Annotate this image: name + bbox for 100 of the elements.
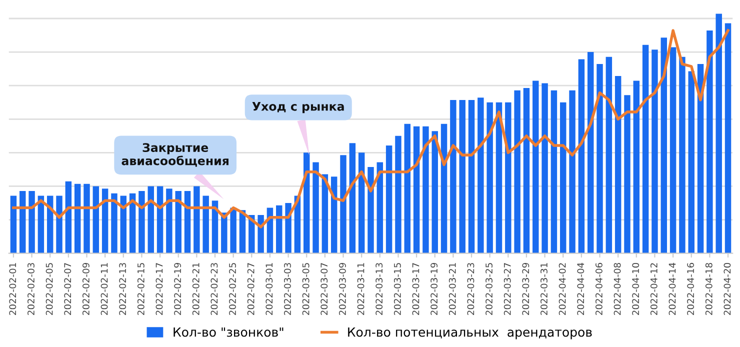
bar	[330, 176, 338, 254]
x-tick-label: 2022-02-05	[46, 263, 53, 315]
bar	[624, 95, 630, 254]
x-tick-label: 2022-04-18	[705, 262, 712, 315]
x-tick-label: 2022-02-27	[247, 263, 254, 315]
legend-label: Кол-во "звонков"	[174, 328, 284, 337]
bar	[395, 136, 402, 254]
x-tick-label: 2022-04-16	[687, 262, 694, 315]
x-tick-label: 2022-03-15	[394, 263, 401, 315]
bar	[606, 56, 612, 254]
x-tick-label: 2022-02-25	[229, 263, 236, 315]
bar	[523, 88, 530, 254]
x-tick-label: 2022-03-25	[486, 263, 492, 315]
x-tick-label: 2022-02-07	[64, 263, 72, 315]
x-tick-label: 2022-04-20	[724, 262, 731, 315]
bar	[138, 191, 145, 254]
bar	[560, 102, 566, 254]
bar	[459, 100, 466, 254]
bar	[670, 47, 676, 254]
bar	[84, 184, 90, 254]
bar	[440, 124, 448, 254]
x-tick-label: 2022-03-27	[504, 263, 511, 315]
x-tick-label: 2022-02-03	[28, 263, 34, 315]
x-tick-label: 2022-02-13	[119, 263, 126, 315]
bar	[450, 100, 456, 254]
x-tick-label: 2022-03-11	[357, 263, 364, 315]
bar	[404, 124, 410, 254]
x-tick-label: 2022-03-07	[320, 263, 328, 315]
bar	[248, 214, 255, 254]
bar	[120, 196, 127, 254]
bar	[230, 208, 236, 254]
x-tick-label: 2022-03-19	[430, 262, 438, 315]
bar	[652, 50, 658, 254]
bar	[468, 100, 475, 254]
bar	[65, 181, 72, 254]
bar	[496, 102, 502, 254]
x-tick-label: 2022-04-02	[558, 263, 566, 315]
bar	[349, 143, 356, 254]
bar	[74, 184, 81, 254]
bar	[376, 162, 384, 254]
bar	[20, 191, 26, 254]
bar	[322, 174, 328, 254]
bar	[358, 152, 365, 254]
bar	[550, 90, 558, 254]
bar	[724, 23, 732, 254]
x-tick-label: 2022-02-09	[82, 262, 90, 315]
bar	[38, 196, 44, 254]
bar	[505, 102, 512, 254]
bar	[166, 188, 172, 254]
bar	[194, 186, 200, 254]
bar	[56, 196, 62, 254]
x-tick-label: 2022-03-29	[522, 262, 530, 315]
x-tick-label: 2022-04-08	[614, 262, 621, 315]
bar	[432, 131, 438, 254]
bar	[285, 202, 292, 254]
bar	[10, 196, 17, 254]
bar	[221, 212, 228, 254]
legend-label: Кол-во потенциальных арендаторов	[348, 328, 592, 340]
x-tick-label: 2022-02-11	[100, 263, 108, 315]
bar	[368, 167, 374, 254]
bar	[92, 186, 100, 254]
bar	[706, 30, 713, 254]
x-tick-label: 2022-02-17	[156, 263, 163, 315]
x-tick-label: 2022-04-06	[595, 262, 602, 315]
bar	[614, 76, 622, 254]
x-tick-label: 2022-03-03	[284, 263, 291, 315]
x-tick-label: 2022-03-09	[338, 262, 346, 315]
bar	[422, 126, 429, 254]
x-tick-label: 2022-03-31	[540, 263, 548, 315]
x-tick-label: 2022-03-21	[448, 263, 456, 315]
x-tick-label: 2022-03-01	[266, 263, 273, 315]
bar	[688, 71, 694, 254]
bar	[542, 83, 548, 254]
x-tick-label: 2022-03-05	[302, 263, 310, 315]
bar	[660, 38, 668, 254]
bar	[202, 196, 209, 254]
bar	[340, 155, 346, 254]
annotation: Уход с рынка	[252, 102, 344, 114]
x-tick-label: 2022-02-21	[192, 263, 200, 315]
bar	[129, 193, 136, 254]
x-tick-label: 2022-04-10	[632, 262, 640, 315]
x-tick-label: 2022-04-14	[668, 262, 676, 315]
bar	[413, 126, 420, 254]
bar	[578, 59, 585, 254]
bar	[569, 90, 576, 254]
bar	[587, 52, 594, 254]
bar	[633, 80, 640, 254]
bar	[596, 64, 603, 254]
bar	[175, 191, 182, 254]
bar	[386, 145, 392, 254]
bar	[679, 56, 686, 254]
bar	[212, 200, 218, 254]
bar	[28, 191, 35, 254]
annotation: Закрытие авиасообщения	[122, 143, 228, 167]
bar	[111, 193, 118, 254]
x-tick-label: 2022-03-17	[412, 263, 420, 315]
bar	[478, 98, 484, 254]
bar	[514, 90, 520, 254]
x-tick-label: 2022-04-04	[577, 262, 584, 315]
bar	[148, 186, 154, 254]
